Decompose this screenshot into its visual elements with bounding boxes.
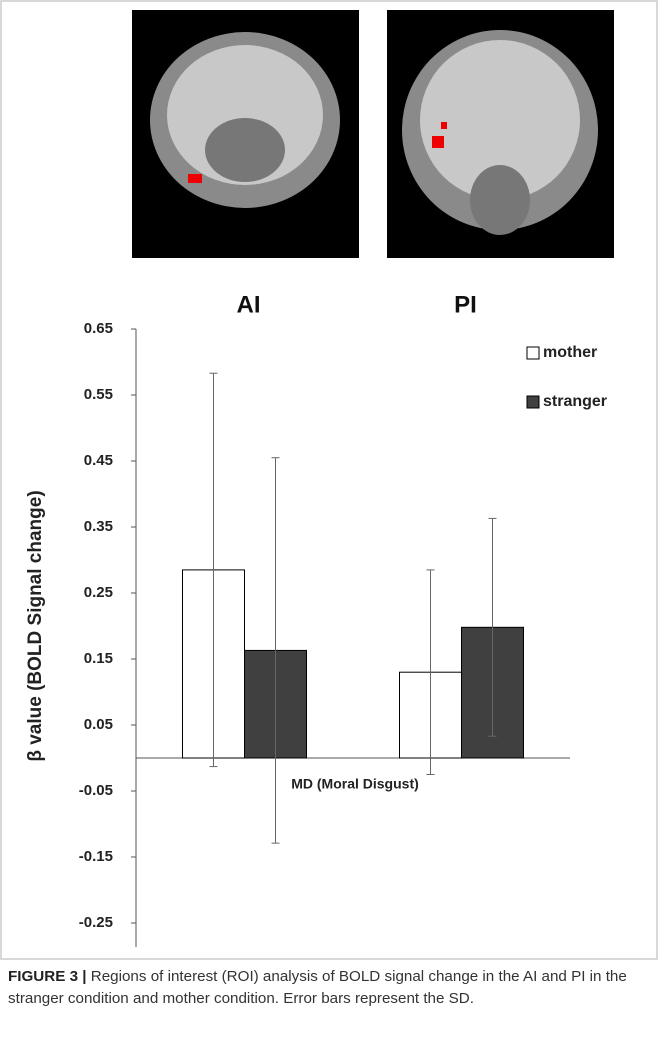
y-tick-label: 0.65 — [84, 320, 113, 337]
y-tick-label: 0.55 — [84, 386, 113, 403]
y-tick-label: 0.05 — [84, 716, 113, 733]
y-tick-label: -0.05 — [79, 782, 113, 799]
y-tick-label: 0.25 — [84, 584, 113, 601]
brain-image-ai — [132, 10, 359, 258]
group-label: AI — [237, 291, 261, 318]
y-axis-label: β value (BOLD Signal change) — [25, 490, 46, 761]
legend-label: stranger — [543, 393, 607, 410]
y-tick-label: -0.15 — [79, 848, 113, 865]
caption-label: FIGURE 3 | — [8, 968, 87, 985]
y-tick-label: 0.35 — [84, 518, 113, 535]
caption: FIGURE 3 | Regions of interest (ROI) ana… — [8, 966, 648, 1010]
brain-image-pi — [387, 10, 614, 258]
y-tick-label: -0.25 — [79, 914, 113, 931]
legend-swatch — [526, 395, 540, 409]
y-tick-label: 0.15 — [84, 650, 113, 667]
group-label: PI — [454, 291, 477, 318]
legend-label: mother — [543, 344, 597, 361]
figure: -0.25 -0.15 -0.05 0.05 0.15 0.25 0.35 0.45 0.55 0… — [0, 0, 658, 960]
y-tick-label: 0.45 — [84, 452, 113, 469]
x-axis-label: MD (Moral Disgust) — [291, 776, 419, 792]
caption-text: Regions of interest (ROI) analysis of BO… — [8, 968, 627, 1007]
legend-swatch — [526, 346, 540, 360]
figure-frame — [0, 0, 658, 960]
